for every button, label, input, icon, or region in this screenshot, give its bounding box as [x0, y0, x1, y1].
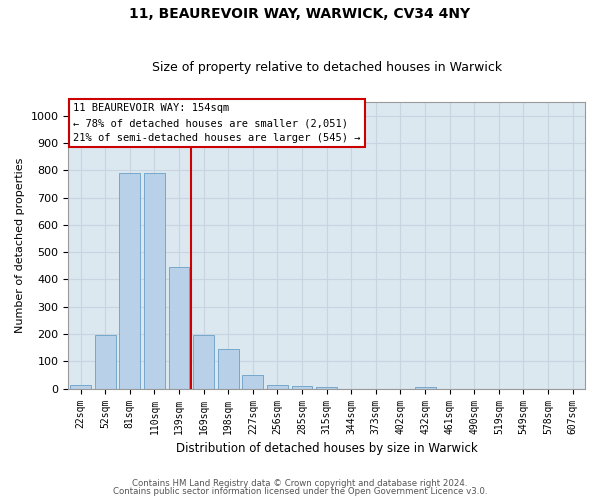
X-axis label: Distribution of detached houses by size in Warwick: Distribution of detached houses by size …	[176, 442, 478, 455]
Bar	[119, 173, 140, 388]
Bar	[70, 384, 91, 388]
Bar	[144, 173, 165, 388]
Bar	[292, 386, 313, 388]
Bar	[193, 336, 214, 388]
Bar	[242, 375, 263, 388]
Text: Contains HM Land Registry data © Crown copyright and database right 2024.: Contains HM Land Registry data © Crown c…	[132, 478, 468, 488]
Bar	[267, 384, 288, 388]
Text: 11, BEAUREVOIR WAY, WARWICK, CV34 4NY: 11, BEAUREVOIR WAY, WARWICK, CV34 4NY	[130, 8, 470, 22]
Text: 11 BEAUREVOIR WAY: 154sqm
← 78% of detached houses are smaller (2,051)
21% of se: 11 BEAUREVOIR WAY: 154sqm ← 78% of detac…	[73, 104, 361, 143]
Y-axis label: Number of detached properties: Number of detached properties	[15, 158, 25, 333]
Bar	[316, 386, 337, 388]
Text: Contains public sector information licensed under the Open Government Licence v3: Contains public sector information licen…	[113, 487, 487, 496]
Title: Size of property relative to detached houses in Warwick: Size of property relative to detached ho…	[152, 62, 502, 74]
Bar	[95, 336, 116, 388]
Bar	[218, 349, 239, 389]
Bar	[415, 386, 436, 388]
Bar	[169, 267, 190, 388]
